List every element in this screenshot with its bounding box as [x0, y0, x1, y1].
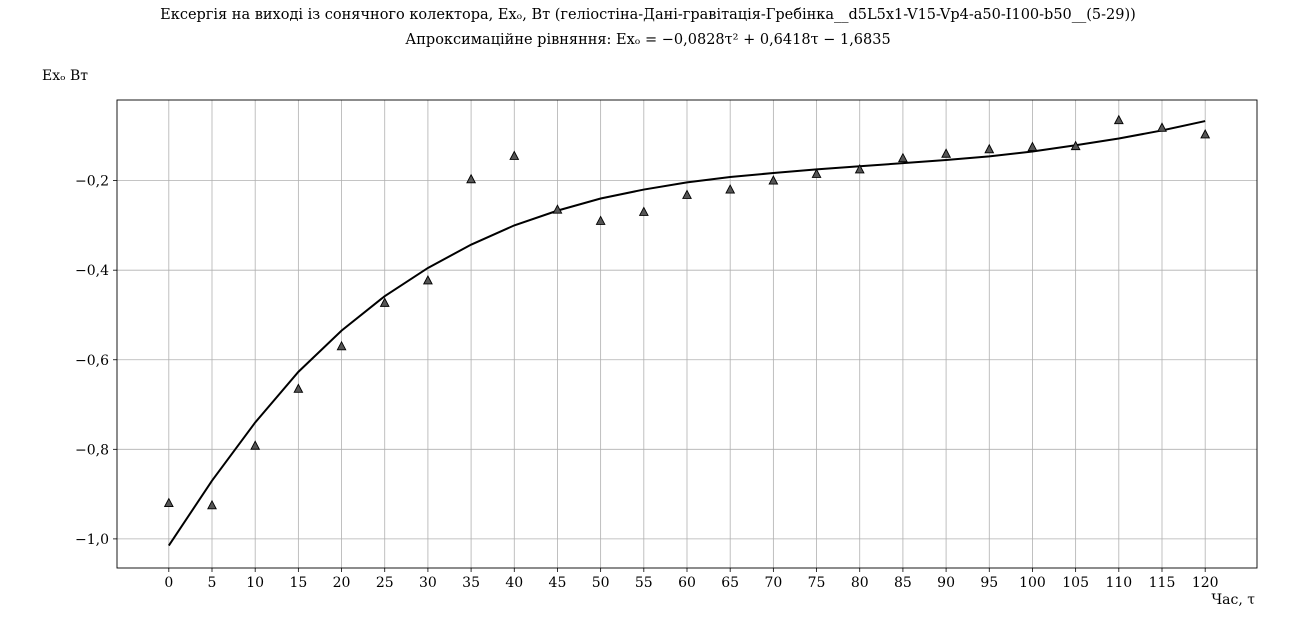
- x-tick-label: 75: [808, 575, 826, 591]
- data-point-marker: [336, 340, 347, 351]
- x-tick-label: 95: [980, 575, 998, 591]
- y-tick-label: −0,2: [75, 174, 109, 190]
- data-point-marker: [1027, 141, 1038, 151]
- x-tick-label: 110: [1105, 575, 1132, 591]
- x-tick-label: 65: [721, 575, 739, 591]
- data-point-marker: [854, 163, 865, 174]
- data-point-marker: [293, 383, 304, 393]
- data-point-marker: [725, 184, 736, 194]
- x-tick-label: 60: [678, 575, 696, 591]
- x-tick-label: 85: [894, 575, 912, 591]
- y-tick-label: −0,4: [75, 263, 109, 279]
- x-tick-label: 80: [851, 575, 869, 591]
- x-tick-label: 70: [764, 575, 782, 591]
- x-tick-label: 90: [937, 575, 955, 591]
- x-tick-label: 0: [164, 575, 173, 591]
- x-tick-label: 45: [549, 575, 567, 591]
- y-tick-label: −0,6: [75, 353, 109, 369]
- x-tick-label: 25: [376, 575, 394, 591]
- x-tick-label: 30: [419, 575, 437, 591]
- x-tick-label: 20: [333, 575, 351, 591]
- fit-curve-line: [167, 120, 1206, 547]
- y-tick-label: −1,0: [75, 532, 109, 548]
- data-point-marker: [1113, 114, 1124, 125]
- data-point-marker: [379, 297, 390, 307]
- data-point-marker: [682, 189, 692, 199]
- x-tick-label: 50: [592, 575, 610, 591]
- data-point-marker: [466, 173, 477, 184]
- data-point-marker: [638, 206, 649, 216]
- data-point-marker: [768, 175, 779, 185]
- data-point-marker: [984, 143, 995, 154]
- y-tick-label: −0,8: [75, 442, 109, 458]
- x-tick-label: 10: [246, 575, 264, 591]
- chart-title-line2: Апроксимаційне рівняння: Exₒ = −0,0828τ²…: [405, 32, 891, 48]
- chart-title-line1: Ексергія на виході із сонячного колектор…: [160, 7, 1136, 23]
- data-point-marker: [207, 499, 217, 510]
- x-tick-label: 15: [289, 575, 307, 591]
- data-point-marker: [250, 440, 261, 450]
- x-tick-label: 55: [635, 575, 653, 591]
- x-tick-label: 35: [462, 575, 480, 591]
- x-tick-label: 100: [1019, 575, 1046, 591]
- data-point-marker: [1070, 140, 1081, 151]
- x-tick-label: 120: [1192, 575, 1219, 591]
- x-tick-label: 115: [1149, 575, 1176, 591]
- data-point-marker: [1157, 122, 1167, 132]
- y-axis-label: Exₒ Вт: [42, 68, 88, 84]
- data-point-marker: [163, 497, 174, 508]
- x-tick-label: 5: [208, 575, 217, 591]
- x-tick-label: 40: [505, 575, 523, 591]
- data-point-marker: [595, 215, 606, 225]
- data-point-marker: [1200, 129, 1211, 139]
- data-point-marker: [509, 150, 520, 160]
- data-point-marker: [552, 204, 563, 214]
- data-point-marker: [897, 152, 908, 163]
- data-point-marker: [811, 168, 822, 178]
- x-tick-label: 105: [1062, 575, 1089, 591]
- x-axis-label: Час, τ: [1211, 592, 1255, 608]
- data-point-marker: [422, 275, 433, 285]
- data-point-marker: [941, 148, 952, 158]
